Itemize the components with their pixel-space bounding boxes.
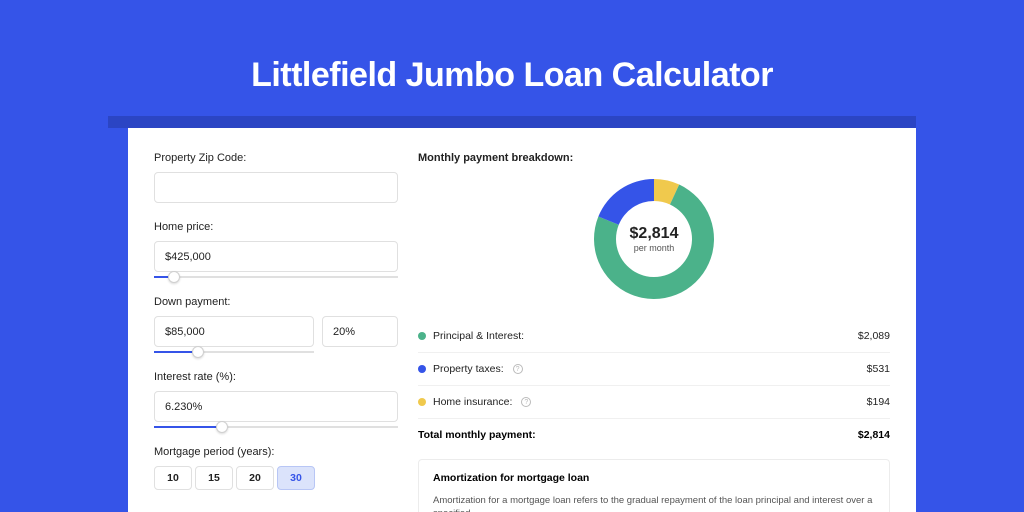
form-column: Property Zip Code: Home price: Down paym… [128, 128, 408, 512]
donut-chart: $2,814 per month [593, 178, 715, 300]
down-payment-input[interactable] [154, 316, 314, 347]
period-button-20[interactable]: 20 [236, 466, 274, 490]
legend-dot [418, 332, 426, 340]
card-shadow-bar [108, 116, 916, 128]
period-group: Mortgage period (years): 10152030 [154, 446, 398, 490]
legend-row: Principal & Interest: $2,089 [418, 320, 890, 353]
amortization-box: Amortization for mortgage loan Amortizat… [418, 459, 890, 512]
legend-total-value: $2,814 [858, 429, 890, 441]
home-price-slider-thumb[interactable] [168, 271, 180, 283]
legend-label: Home insurance: [433, 396, 512, 408]
zip-input[interactable] [154, 172, 398, 203]
legend-rows: Principal & Interest: $2,089 Property taxe… [418, 320, 890, 419]
calculator-card: Property Zip Code: Home price: Down paym… [128, 128, 916, 512]
donut-sub: per month [630, 243, 679, 253]
period-button-10[interactable]: 10 [154, 466, 192, 490]
donut-amount: $2,814 [630, 225, 679, 243]
zip-label: Property Zip Code: [154, 152, 398, 164]
zip-field-group: Property Zip Code: [154, 152, 398, 203]
interest-slider-fill [154, 426, 222, 428]
legend-left: Home insurance:? [418, 396, 531, 408]
legend-label: Property taxes: [433, 363, 504, 375]
home-price-label: Home price: [154, 221, 398, 233]
donut-center: $2,814 per month [630, 225, 679, 253]
period-button-15[interactable]: 15 [195, 466, 233, 490]
down-payment-slider-thumb[interactable] [192, 346, 204, 358]
legend-dot [418, 398, 426, 406]
donut-chart-wrap: $2,814 per month [418, 178, 890, 300]
amortization-title: Amortization for mortgage loan [433, 472, 875, 484]
home-price-input[interactable] [154, 241, 398, 272]
donut-slice-1 [598, 179, 654, 225]
down-payment-label: Down payment: [154, 296, 398, 308]
legend-total-row: Total monthly payment: $2,814 [418, 419, 890, 455]
down-payment-group: Down payment: [154, 296, 398, 347]
legend-left: Property taxes:? [418, 363, 523, 375]
down-payment-percent-input[interactable] [322, 316, 398, 347]
home-price-slider-track[interactable] [154, 276, 398, 278]
interest-input[interactable] [154, 391, 398, 422]
legend-row: Property taxes:? $531 [418, 353, 890, 386]
legend-value: $531 [867, 363, 890, 375]
period-label: Mortgage period (years): [154, 446, 398, 458]
amortization-text: Amortization for a mortgage loan refers … [433, 494, 875, 512]
page-title: Littlefield Jumbo Loan Calculator [0, 56, 1024, 95]
breakdown-title: Monthly payment breakdown: [418, 152, 890, 164]
interest-label: Interest rate (%): [154, 371, 398, 383]
interest-slider-thumb[interactable] [216, 421, 228, 433]
legend-total-label: Total monthly payment: [418, 429, 536, 441]
info-icon[interactable]: ? [521, 397, 531, 407]
period-button-30[interactable]: 30 [277, 466, 315, 490]
interest-group: Interest rate (%): [154, 371, 398, 422]
legend-value: $194 [867, 396, 890, 408]
period-button-row: 10152030 [154, 466, 398, 490]
info-icon[interactable]: ? [513, 364, 523, 374]
home-price-group: Home price: [154, 221, 398, 272]
legend-row: Home insurance:? $194 [418, 386, 890, 419]
legend-left: Principal & Interest: [418, 330, 524, 342]
legend-value: $2,089 [858, 330, 890, 342]
legend-dot [418, 365, 426, 373]
breakdown-column: Monthly payment breakdown: $2,814 per mo… [408, 128, 916, 512]
legend-label: Principal & Interest: [433, 330, 524, 342]
